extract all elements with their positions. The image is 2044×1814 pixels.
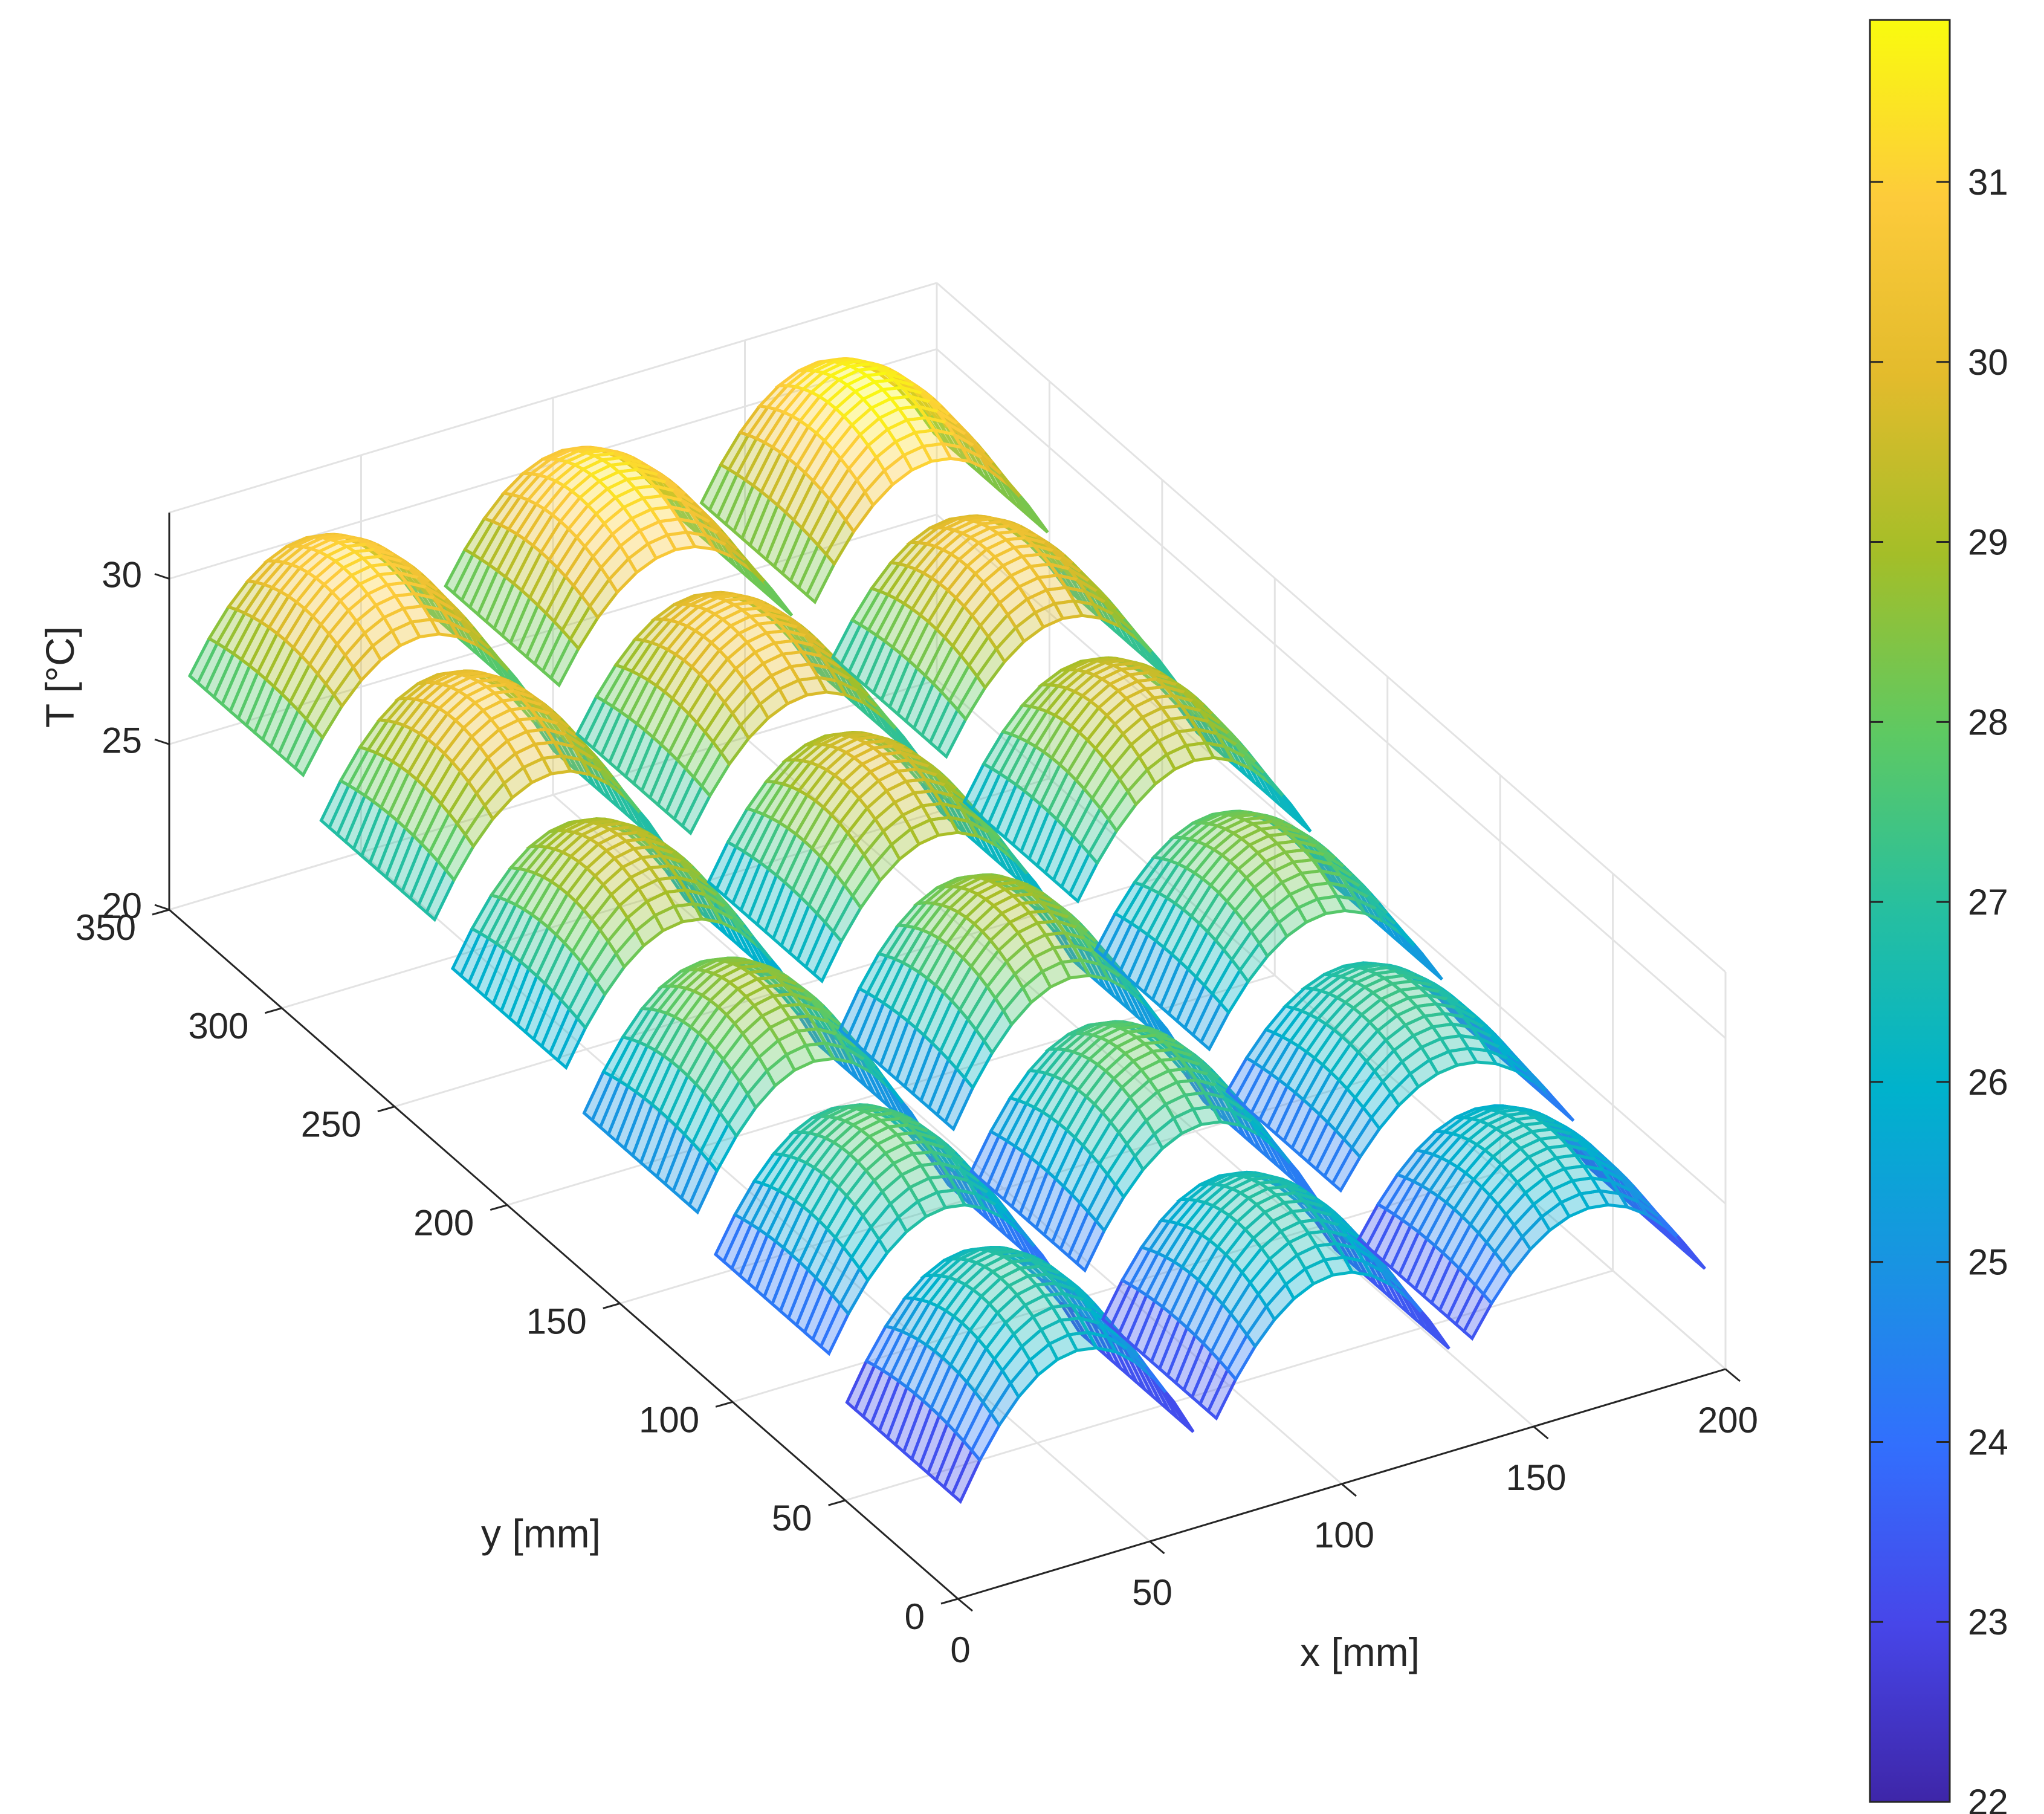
grid-line xyxy=(619,1072,1388,1304)
surface-facet xyxy=(1281,794,1312,833)
y-axis-title: y [mm] xyxy=(481,1511,601,1556)
surface-cell xyxy=(582,956,932,1215)
x-tick-label: 50 xyxy=(1132,1572,1172,1613)
y-tick-label: 100 xyxy=(639,1399,699,1440)
colorbar-tick-label: 28 xyxy=(1968,702,2008,742)
x-tick-label: 100 xyxy=(1314,1515,1374,1555)
y-tick xyxy=(940,1598,959,1605)
x-tick xyxy=(1533,1425,1549,1440)
grid-line xyxy=(169,513,937,745)
y-tick-label: 150 xyxy=(526,1301,587,1341)
surface-cell xyxy=(713,1103,1063,1356)
colorbar-tick-label: 24 xyxy=(1968,1422,2008,1462)
surface-cell xyxy=(444,445,794,688)
x-tick-label: 200 xyxy=(1698,1400,1758,1440)
grid-line xyxy=(552,794,1342,1485)
colorbar-tick-label: 30 xyxy=(1968,342,2008,383)
surface-facet xyxy=(1164,1391,1195,1433)
x-tick xyxy=(1341,1483,1357,1497)
surface-cell xyxy=(1225,961,1575,1193)
surface-plot xyxy=(187,357,1706,1504)
y-tick xyxy=(377,1106,395,1113)
surface-cell xyxy=(962,656,1312,904)
surface-cell xyxy=(187,533,537,778)
y-tick xyxy=(490,1204,508,1211)
grid-line xyxy=(845,1269,1614,1501)
colorbar-tick-label: 26 xyxy=(1968,1062,2008,1103)
x-tick-label: 150 xyxy=(1506,1457,1566,1498)
surface-cell xyxy=(575,591,925,836)
y-tick-label: 0 xyxy=(905,1596,925,1637)
y-tick-label: 250 xyxy=(301,1104,361,1145)
z-tick-label: 25 xyxy=(102,720,142,760)
y-tick-label: 200 xyxy=(413,1203,474,1243)
z-axis-title: T [°C] xyxy=(37,626,82,728)
colorbar-gradient xyxy=(1869,19,1951,1803)
z-tick xyxy=(154,573,170,580)
surface-facet xyxy=(1420,1310,1451,1350)
x-tick xyxy=(1149,1540,1165,1555)
surface-cell xyxy=(319,669,669,922)
y-tick xyxy=(828,1499,846,1506)
grid-line xyxy=(169,282,937,514)
y-tick-label: 350 xyxy=(76,907,136,948)
z-tick-label: 20 xyxy=(102,886,142,926)
x-tick-label: 0 xyxy=(950,1630,970,1670)
surface-facet xyxy=(1018,495,1049,534)
surface-cell xyxy=(845,1245,1195,1504)
x-tick xyxy=(957,1598,973,1612)
y-tick xyxy=(603,1302,621,1309)
y-tick-label: 50 xyxy=(772,1498,812,1538)
z-tick xyxy=(154,738,170,745)
grid-line xyxy=(936,282,1726,973)
grid-line xyxy=(936,348,1726,1039)
y-axis-line xyxy=(169,909,959,1600)
axis-labels: x [mm] y [mm] T [°C] xyxy=(37,626,1420,1674)
surface-cell xyxy=(450,817,800,1071)
x-axis-title: x [mm] xyxy=(1300,1630,1420,1674)
grid-line xyxy=(744,736,1535,1428)
x-tick xyxy=(1725,1368,1741,1382)
surface-cell xyxy=(1356,1104,1706,1341)
z-tick xyxy=(154,904,170,911)
colorbar-tick-label: 29 xyxy=(1968,522,2008,563)
y-tick xyxy=(265,1007,282,1014)
z-tick-label: 30 xyxy=(102,555,142,595)
grid-line xyxy=(732,1171,1501,1403)
surface-facet xyxy=(1676,1235,1706,1270)
surface-cell xyxy=(1101,1170,1451,1421)
surface-cell xyxy=(699,357,1049,604)
colorbar: 22 23 24 25 26 27 28 29 30 31 xyxy=(1869,19,2008,1814)
colorbar-tick-label: 31 xyxy=(1968,162,2008,202)
surface-cell xyxy=(707,731,1056,984)
colorbar-tick-label: 22 xyxy=(1968,1782,2008,1814)
surface-facet xyxy=(1545,1089,1575,1122)
surface-cell xyxy=(1093,809,1443,1052)
surface-facet xyxy=(1413,944,1443,981)
surface-facet xyxy=(763,580,794,617)
y-tick xyxy=(152,909,170,916)
y-tick-label: 300 xyxy=(188,1006,248,1046)
surface-cell xyxy=(830,514,1180,759)
y-tick xyxy=(715,1401,733,1408)
colorbar-tick-label: 25 xyxy=(1968,1242,2008,1283)
grid-line xyxy=(169,679,937,911)
colorbar-tick-label: 23 xyxy=(1968,1602,2008,1642)
colorbar-tick-label: 27 xyxy=(1968,882,2008,922)
